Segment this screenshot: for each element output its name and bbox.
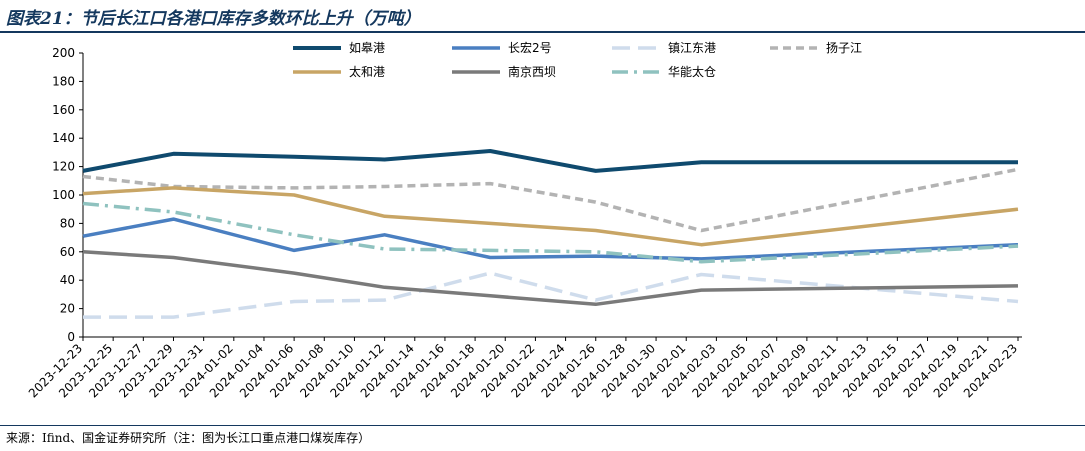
legend-label: 长宏2号 (508, 40, 552, 55)
series-line (82, 250, 1019, 307)
y-tick-label: 140 (52, 131, 75, 145)
y-tick-label: 80 (60, 216, 75, 230)
y-tick-label: 120 (52, 160, 75, 174)
y-tick-label: 0 (67, 330, 75, 344)
y-tick-label: 20 (60, 302, 75, 316)
legend-label: 华能太仓 (668, 64, 716, 79)
series-line (82, 149, 1018, 173)
legend-label: 扬子江 (826, 40, 862, 55)
footer-divider (0, 425, 1085, 426)
y-tick-label: 40 (60, 273, 75, 287)
y-tick-label: 60 (60, 245, 75, 259)
legend-label: 如皋港 (349, 40, 385, 55)
legend-label: 太和港 (349, 64, 385, 79)
y-tick-label: 180 (52, 74, 75, 88)
line-chart: 0204060801001201401601802002023-12-23202… (26, 40, 1022, 400)
chart-title: 图表21：节后长江口各港口库存多数环比上升（万吨） (6, 9, 421, 29)
legend-label: 南京西坝 (508, 64, 556, 79)
series-line (82, 186, 1019, 247)
legend-label: 镇江东港 (668, 41, 716, 55)
series-line (82, 201, 1019, 264)
title-divider (0, 31, 1085, 33)
y-tick-label: 200 (52, 46, 75, 60)
series-line (82, 167, 1019, 233)
series-line (83, 271, 1019, 319)
source-note: 来源：Ifind、国金证券研究所（注：图为长江口重点港口煤炭库存） (6, 431, 371, 445)
y-tick-label: 160 (52, 103, 75, 117)
y-tick-label: 100 (52, 188, 75, 202)
